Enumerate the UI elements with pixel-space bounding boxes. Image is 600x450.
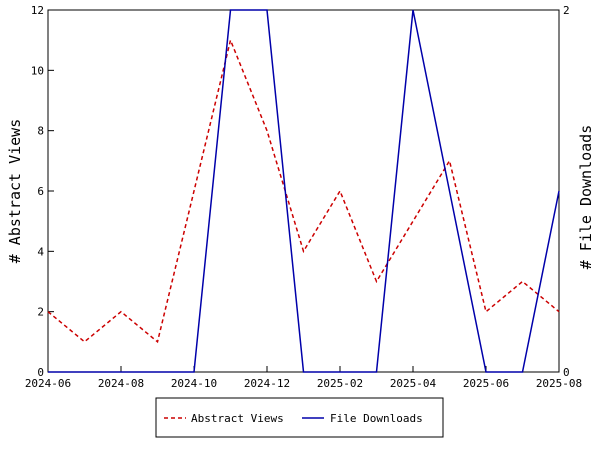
y-left-tick-label: 2: [37, 306, 44, 319]
y-left-tick-label: 4: [37, 245, 44, 258]
x-tick-label: 2025-08: [536, 377, 582, 390]
y-left-tick-label: 10: [31, 64, 44, 77]
y-right-tick-label: 0: [563, 366, 570, 379]
y-axis-left-title: # Abstract Views: [6, 119, 24, 264]
x-tick-label: 2024-10: [171, 377, 217, 390]
y-left-tick-label: 0: [37, 366, 44, 379]
legend-label-file-downloads: File Downloads: [330, 412, 423, 425]
x-axis: 2024-06 2024-08 2024-10 2024-12 2025-02 2025-…: [25, 366, 582, 390]
x-tick-label: 2025-04: [390, 377, 437, 390]
legend-box: [155, 397, 444, 438]
plot-frame: [47, 9, 560, 373]
x-tick-label: 2024-12: [244, 377, 290, 390]
series-line-file-downloads: [48, 9, 560, 373]
series-layer: [47, 9, 560, 373]
y-axis-right: 02: [553, 4, 570, 379]
y-left-tick-label: 12: [31, 4, 44, 17]
legend-label-abstract-views: Abstract Views: [191, 412, 284, 425]
x-tick-label: 2024-08: [98, 377, 144, 390]
x-tick-label: 2024-06: [25, 377, 71, 390]
y-left-tick-label: 8: [37, 125, 44, 138]
y-right-tick-label: 2: [563, 4, 570, 17]
y-axis-left: 0 2 4 6 8 10 12: [31, 4, 54, 379]
y-left-tick-label: 6: [37, 185, 44, 198]
series-line-abstract-views: [47, 37, 560, 344]
y-axis-right-title: # File Downloads: [577, 125, 595, 270]
x-tick-label: 2025-06: [463, 377, 509, 390]
x-tick-label: 2025-02: [317, 377, 363, 390]
legend: Abstract Views File Downloads: [155, 397, 444, 438]
